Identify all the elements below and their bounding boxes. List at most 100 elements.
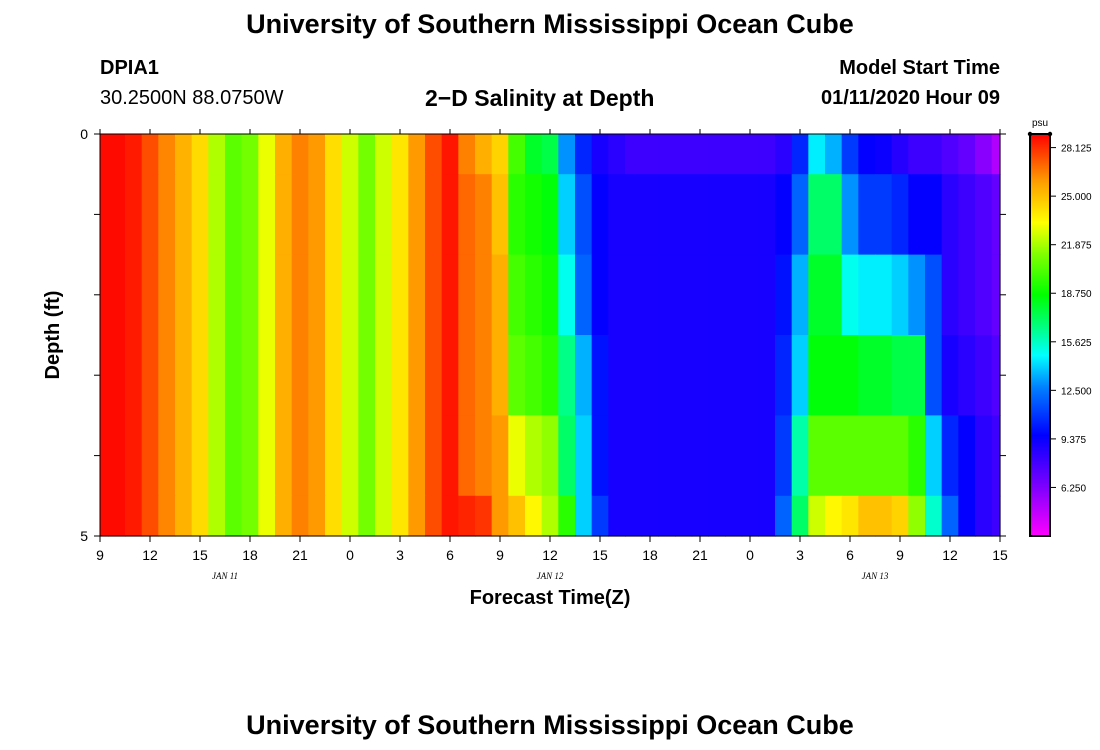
heatmap-cell <box>391 495 409 537</box>
heatmap-cell <box>458 174 476 256</box>
heatmap-cell <box>675 335 693 416</box>
heatmap-cell <box>875 134 893 175</box>
heatmap-cell <box>458 415 476 497</box>
heatmap-cell <box>258 415 276 497</box>
colorbar-corner-dot <box>1027 131 1033 137</box>
heatmap-cell <box>958 174 976 256</box>
heatmap-cell <box>241 254 259 336</box>
station-id: DPIA1 <box>100 57 159 79</box>
heatmap-cell <box>125 174 143 256</box>
heatmap-cell <box>791 495 809 537</box>
heatmap-cell <box>341 254 359 336</box>
heatmap-cell <box>958 415 976 497</box>
heatmap-cell <box>891 174 909 256</box>
heatmap-cell <box>141 495 159 537</box>
heatmap-cell <box>100 174 109 256</box>
y-axis-label: Depth (ft) <box>42 291 64 380</box>
heatmap-cell <box>341 415 359 497</box>
heatmap-cell <box>558 254 576 336</box>
heatmap-cell <box>791 335 809 416</box>
colorbar-tick-label: 9.375 <box>1061 435 1086 446</box>
heatmap-cell <box>358 415 376 497</box>
heatmap-cell <box>508 495 526 537</box>
heatmap-cell <box>775 134 793 175</box>
heatmap-cell <box>100 134 109 175</box>
heatmap-cell <box>275 254 293 336</box>
x-tick-label: 3 <box>396 547 404 563</box>
heatmap-cell <box>991 335 1001 416</box>
heatmap-cell <box>825 495 843 537</box>
colorbar-tick-label: 25.000 <box>1061 192 1092 203</box>
heatmap-cell <box>100 335 109 416</box>
heatmap-cell <box>508 254 526 336</box>
heatmap-cell <box>558 495 576 537</box>
heatmap-cell <box>858 335 876 416</box>
heatmap-cell <box>175 335 193 416</box>
heatmap-cell <box>525 415 543 497</box>
heatmap-cell <box>841 174 859 256</box>
axes: 9 12 15 18 21 0 3 6 9 12 15 18 21 0 3 6 9 12 15 JAN 11 JAN 1… <box>80 126 1008 581</box>
heatmap-cell <box>658 254 676 336</box>
model-start-value: 01/11/2020 Hour 09 <box>820 87 1000 109</box>
heatmap-cell <box>775 254 793 336</box>
heatmap-cell <box>175 495 193 537</box>
heatmap-cell <box>708 134 726 175</box>
heatmap-cell <box>641 495 659 537</box>
heatmap-cell <box>591 335 609 416</box>
x-tick-label: 6 <box>446 547 454 563</box>
heatmap-cell <box>158 495 176 537</box>
heatmap-cell <box>258 495 276 537</box>
heatmap-cell <box>441 254 459 336</box>
heatmap-cell <box>108 174 126 256</box>
heatmap-cell <box>741 134 759 175</box>
x-tick-label: 9 <box>896 547 904 563</box>
heatmap-cell <box>691 134 709 175</box>
y-tick-label: 0 <box>80 126 88 142</box>
heatmap-cell <box>908 495 926 537</box>
heatmap-cell <box>325 335 343 416</box>
heatmap-cell <box>658 134 676 175</box>
heatmap-cell <box>941 134 959 175</box>
heatmap-cell <box>191 134 209 175</box>
heatmap-cell <box>625 254 643 336</box>
heatmap-cell <box>691 254 709 336</box>
heatmap-cell <box>108 495 126 537</box>
heatmap-cell <box>608 335 626 416</box>
heatmap-cell <box>291 254 309 336</box>
heatmap-cell <box>491 254 509 336</box>
heatmap-cell <box>258 254 276 336</box>
heatmap-cell <box>241 495 259 537</box>
heatmap-cell <box>208 174 226 256</box>
heatmap-cell <box>608 254 626 336</box>
heatmap-cell <box>100 254 109 336</box>
heatmap-cell <box>625 174 643 256</box>
heatmap-cell <box>208 335 226 416</box>
heatmap-cell <box>491 415 509 497</box>
heatmap-cell <box>375 335 393 416</box>
heatmap-cell <box>308 335 326 416</box>
heatmap-cell <box>475 254 493 336</box>
heatmap-cell <box>875 254 893 336</box>
heatmap-cell <box>525 495 543 537</box>
heatmap-cell <box>275 174 293 256</box>
heatmap-cell <box>458 335 476 416</box>
heatmap-cell <box>641 134 659 175</box>
heatmap-cell <box>191 254 209 336</box>
heatmap-cell <box>308 254 326 336</box>
heatmap-cell <box>691 335 709 416</box>
heatmap-cell <box>858 254 876 336</box>
heatmap-cell <box>375 134 393 175</box>
heatmap-cell <box>391 254 409 336</box>
heatmap-cell <box>975 134 993 175</box>
heatmap-cell <box>875 415 893 497</box>
heatmap-cell <box>658 415 676 497</box>
heatmap-cell <box>791 254 809 336</box>
heatmap-cell <box>725 174 743 256</box>
heatmap-cell <box>358 495 376 537</box>
colorbar-tick-label: 28.125 <box>1061 144 1092 155</box>
heatmap-cell <box>475 495 493 537</box>
heatmap-cell <box>325 254 343 336</box>
heatmap-cell <box>725 495 743 537</box>
heatmap-cell <box>858 415 876 497</box>
heatmap-cell <box>825 415 843 497</box>
